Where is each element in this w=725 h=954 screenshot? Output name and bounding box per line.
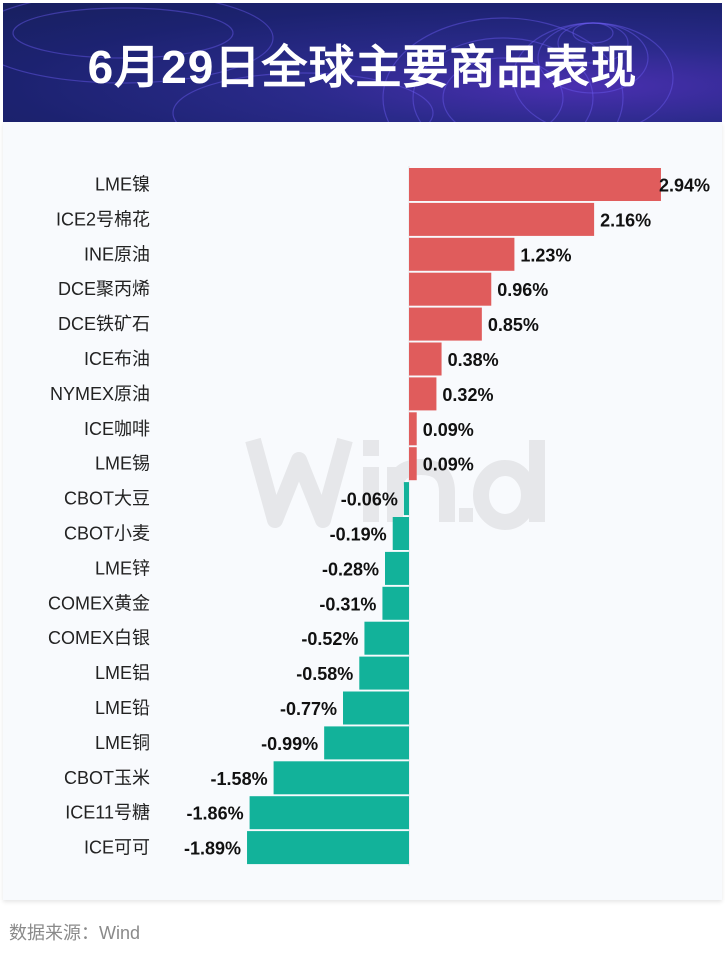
data-label: 0.96% xyxy=(497,280,548,300)
bar xyxy=(409,202,595,236)
data-label: 0.09% xyxy=(423,420,474,440)
data-label: -0.28% xyxy=(322,559,379,579)
bar xyxy=(409,307,482,341)
category-label: LME铝 xyxy=(95,663,150,683)
bar xyxy=(409,168,661,201)
category-label: LME锡 xyxy=(95,454,150,474)
wind-watermark-logo xyxy=(245,437,545,530)
data-label: 2.94% xyxy=(659,176,710,196)
data-label: 0.09% xyxy=(423,455,474,475)
data-label: -1.89% xyxy=(184,839,241,859)
header-banner: 6月29日全球主要商品表现 xyxy=(3,3,722,122)
data-label: 0.85% xyxy=(488,315,539,335)
category-label: INE原油 xyxy=(84,244,150,264)
category-label: DCE铁矿石 xyxy=(58,314,150,334)
bar xyxy=(392,517,409,550)
data-label: 0.38% xyxy=(448,350,499,370)
category-label: ICE布油 xyxy=(84,349,150,369)
bar xyxy=(385,551,409,585)
bar xyxy=(409,272,492,306)
data-label: -1.86% xyxy=(187,804,244,824)
data-label: -0.31% xyxy=(319,594,376,614)
category-label: CBOT玉米 xyxy=(64,768,150,788)
category-label: NYMEX原油 xyxy=(50,384,150,404)
data-label: 2.16% xyxy=(600,210,651,230)
category-label: ICE11号糖 xyxy=(65,803,150,823)
bar xyxy=(409,237,515,271)
category-label: COMEX黄金 xyxy=(48,593,150,613)
bar xyxy=(382,586,409,620)
bar-chart: LME镍 2.94% ICE2号棉花 2.16% INE原油 1.23% DCE聚丙烯 0.9… xyxy=(48,166,710,866)
bar xyxy=(409,447,417,481)
data-source: 数据来源：Wind xyxy=(9,923,141,943)
category-label: LME锌 xyxy=(95,558,150,578)
bar xyxy=(343,691,409,725)
category-label: LME铜 xyxy=(95,733,150,753)
category-label: ICE2号棉花 xyxy=(56,209,150,229)
data-label: -0.06% xyxy=(341,490,398,510)
category-label: LME镍 xyxy=(95,175,150,195)
category-label: LME铅 xyxy=(95,698,150,718)
bar xyxy=(324,726,409,760)
category-label: ICE咖啡 xyxy=(84,419,150,439)
data-label: -0.58% xyxy=(296,664,353,684)
data-label: 1.23% xyxy=(520,245,571,265)
bar xyxy=(409,412,417,446)
category-label: CBOT大豆 xyxy=(64,489,150,509)
chart-card: LME镍 2.94% ICE2号棉花 2.16% INE原油 1.23% DCE聚丙烯 0.9… xyxy=(3,122,722,900)
data-label: -0.77% xyxy=(280,699,337,719)
category-label: COMEX白银 xyxy=(48,628,150,648)
bar xyxy=(247,831,409,865)
category-label: CBOT小麦 xyxy=(64,524,150,544)
bar xyxy=(273,761,409,795)
bar xyxy=(409,377,437,411)
bar xyxy=(409,342,442,376)
data-label: 0.32% xyxy=(442,385,493,405)
bar xyxy=(359,656,409,690)
data-label: -0.52% xyxy=(301,629,358,649)
bar xyxy=(249,796,409,830)
bar xyxy=(403,482,409,516)
data-label: -0.19% xyxy=(330,525,387,545)
bar xyxy=(364,621,409,655)
data-label: -1.58% xyxy=(211,769,268,789)
contour-background xyxy=(3,3,674,122)
category-label: DCE聚丙烯 xyxy=(58,279,150,299)
category-label: ICE可可 xyxy=(84,838,150,858)
page-title: 6月29日全球主要商品表现 xyxy=(87,41,638,93)
data-label: -0.99% xyxy=(261,734,318,754)
